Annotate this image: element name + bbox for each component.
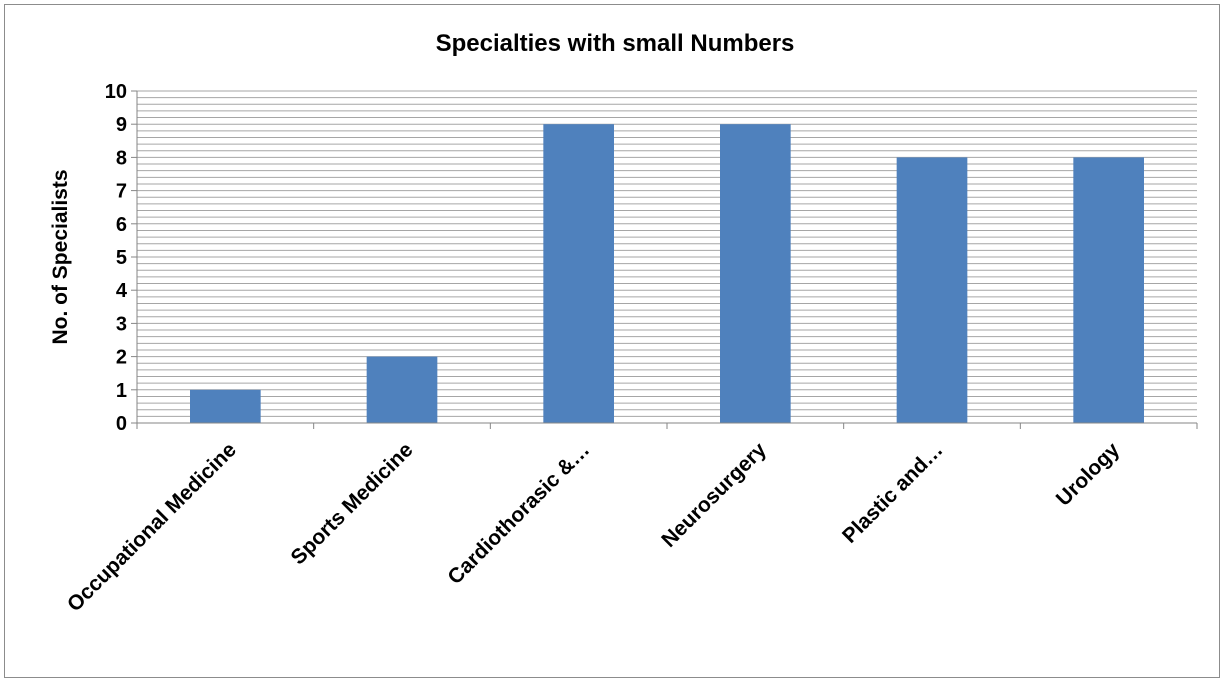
- bar-chart: Specialties with small Numbers No. of Sp…: [49, 30, 1198, 616]
- bar: [1073, 157, 1144, 423]
- bar: [896, 157, 968, 423]
- bar: [190, 389, 261, 423]
- x-tick-label: Urology: [1052, 438, 1125, 511]
- x-tick-label: Cardiothorasic &…: [443, 438, 594, 589]
- chart-frame: Specialties with small Numbers No. of Sp…: [4, 4, 1220, 678]
- bar: [543, 124, 614, 423]
- y-tick-labels: 0 1 2 3 4 5 6 7 8 9 10: [105, 81, 128, 435]
- y-axis-label: No. of Specialists: [49, 169, 72, 344]
- x-tick-label: Neurosurgery: [657, 438, 771, 552]
- x-tick-label: Plastic and…: [838, 438, 948, 548]
- y-tick-label: 4: [116, 280, 128, 302]
- bar: [720, 124, 791, 423]
- x-tick-label: Occupational Medicine: [63, 438, 241, 616]
- x-tick-label: Sports Medicine: [287, 438, 418, 569]
- bars: [190, 124, 1144, 423]
- bar: [366, 356, 438, 423]
- y-tick-label: 8: [116, 147, 127, 169]
- y-tick-label: 2: [116, 347, 127, 369]
- y-tick-label: 3: [116, 313, 127, 335]
- y-tick-label: 10: [105, 81, 127, 103]
- y-tick-label: 1: [116, 380, 127, 402]
- y-tick-label: 5: [116, 247, 127, 269]
- chart-title: Specialties with small Numbers: [436, 30, 795, 57]
- axes: [131, 90, 1198, 429]
- y-tick-label: 6: [116, 214, 127, 236]
- y-tick-label: 9: [116, 114, 127, 136]
- y-tick-label: 0: [116, 413, 127, 435]
- y-tick-label: 7: [116, 181, 127, 203]
- grid-lines: [137, 90, 1197, 417]
- x-tick-labels: Occupational Medicine Sports Medicine Card…: [63, 438, 1125, 616]
